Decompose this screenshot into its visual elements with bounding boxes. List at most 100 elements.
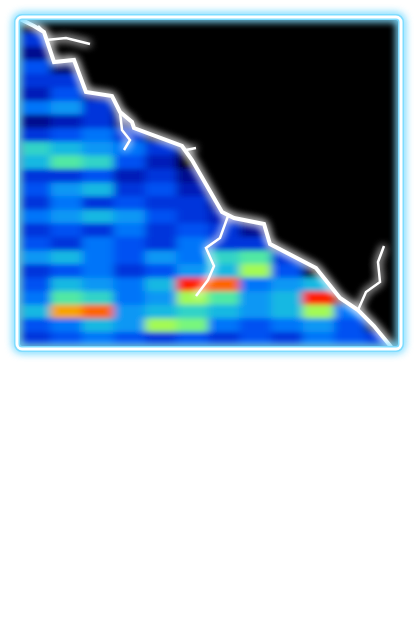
- heatmap-cell: [114, 142, 148, 157]
- heatmap-cell: [51, 101, 85, 116]
- heatmap-cell: [51, 183, 85, 198]
- heatmap-cell: [177, 237, 211, 252]
- heatmap-cell: [82, 169, 116, 184]
- heatmap-cell: [114, 250, 148, 265]
- heatmap-cell: [208, 332, 242, 346]
- heatmap-cell: [114, 291, 148, 306]
- heatmap-cell: [51, 169, 85, 184]
- heatmap-cell: [20, 237, 53, 252]
- heatmap-cell: [145, 332, 179, 346]
- crack: [18, 18, 392, 348]
- heatmap-cell: [177, 332, 211, 346]
- heatmap-cell: [145, 210, 179, 225]
- heatmap-cell: [208, 318, 242, 333]
- heatmap-cell: [82, 264, 116, 279]
- heatmap-cell: [240, 318, 274, 333]
- heatmap-cell: [82, 142, 116, 157]
- heatmap-cell: [82, 305, 116, 320]
- heatmap-cell: [145, 237, 179, 252]
- heatmap-cell: [303, 291, 337, 306]
- heatmap-cell: [303, 305, 337, 320]
- heatmap-cell: [114, 332, 148, 346]
- heatmap-cell: [334, 318, 368, 333]
- heatmap-cell: [114, 264, 148, 279]
- heatmap-cell: [20, 196, 53, 211]
- heatmap-cell: [240, 278, 274, 293]
- heatmap-cell: [82, 155, 116, 170]
- heatmap-cell: [82, 278, 116, 293]
- heatmap-cell: [20, 60, 53, 75]
- heatmap-cell: [51, 155, 85, 170]
- heatmap-cell: [20, 128, 53, 143]
- heatmap-cell: [51, 87, 85, 102]
- heatmap-cell: [51, 305, 85, 320]
- heatmap-cell: [20, 264, 53, 279]
- heatmap-cell: [177, 196, 211, 211]
- heatmap-cell: [51, 223, 85, 238]
- heatmap-cell: [177, 318, 211, 333]
- crack-branch: [186, 148, 196, 150]
- crack-branch: [196, 216, 228, 296]
- heatmap-cell: [177, 223, 211, 238]
- heatmap-cell: [145, 291, 179, 306]
- heatmap-cell: [82, 250, 116, 265]
- heatmap-cell: [114, 318, 148, 333]
- heatmap-cell: [240, 305, 274, 320]
- heatmap-cell: [114, 183, 148, 198]
- heatmap-cell: [114, 305, 148, 320]
- frame-glow: [17, 17, 401, 349]
- heatmap-cell: [20, 87, 53, 102]
- heatmap-cell: [303, 318, 337, 333]
- heatmap-cell: [82, 318, 116, 333]
- heatmap-cell: [271, 278, 305, 293]
- heatmap-cell: [20, 183, 53, 198]
- heatmap-cell: [271, 291, 305, 306]
- icon: [0, 0, 418, 620]
- heatmap-cell: [145, 318, 179, 333]
- heatmap-cell: [20, 115, 53, 130]
- heatmap-cell: [271, 305, 305, 320]
- heatmap-cell: [51, 318, 85, 333]
- heatmap-cell: [145, 169, 179, 184]
- heatmap-cell: [51, 250, 85, 265]
- heatmap-cell: [271, 332, 305, 346]
- heatmap-cell: [82, 101, 116, 116]
- heatmap-cell: [51, 115, 85, 130]
- heatmap-cell: [20, 318, 53, 333]
- heatmap-cell: [20, 278, 53, 293]
- heatmap-cell: [20, 332, 53, 346]
- heatmap-cell: [208, 291, 242, 306]
- heatmap-cell: [334, 332, 368, 346]
- heatmap-cell: [145, 196, 179, 211]
- heatmap-cell: [240, 264, 274, 279]
- heatmap-cell: [177, 210, 211, 225]
- heatmap-cell: [51, 210, 85, 225]
- heatmap-cell: [51, 291, 85, 306]
- heatmap-cell: [82, 115, 116, 130]
- heatmap-cell: [20, 305, 53, 320]
- crack-branch: [358, 246, 384, 310]
- heatmap-cell: [177, 305, 211, 320]
- heatmap-cell: [177, 264, 211, 279]
- dark-region: [20, 20, 398, 346]
- heatmap-cell: [20, 291, 53, 306]
- heatmap-cell: [20, 142, 53, 157]
- heatmap-cell: [271, 318, 305, 333]
- heatmap-cell: [82, 237, 116, 252]
- heatmap-cell: [114, 223, 148, 238]
- heatmap-cell: [20, 155, 53, 170]
- heatmap-cell: [51, 142, 85, 157]
- heatmap-cell: [51, 278, 85, 293]
- heatmap-cell: [20, 74, 53, 89]
- heatmap-cell: [240, 332, 274, 346]
- heatmap-cell: [20, 169, 53, 184]
- heatmap-cell: [82, 183, 116, 198]
- heatmap-cell: [51, 128, 85, 143]
- heatmap-cell: [114, 155, 148, 170]
- heatmap-cell: [114, 169, 148, 184]
- crack-main: [18, 18, 392, 348]
- heatmap-cell: [271, 264, 305, 279]
- heatmap-cell: [240, 291, 274, 306]
- heatmap-cell: [82, 128, 116, 143]
- crack-branch: [120, 112, 130, 150]
